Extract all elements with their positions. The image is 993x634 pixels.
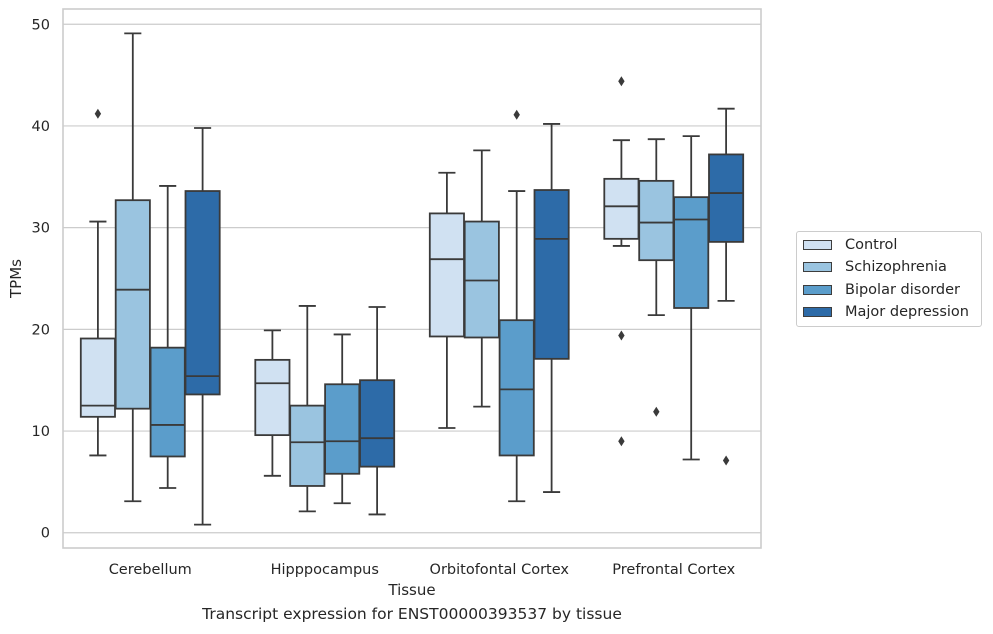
iqr-box: [708, 153, 745, 243]
iqr-box: [533, 189, 570, 360]
y-tick-label: 20: [32, 322, 50, 338]
box-major-depression-cerebellum: [184, 127, 221, 526]
iqr-box: [638, 179, 675, 262]
iqr-box: [603, 177, 640, 240]
x-tick-labels: Cerebellum Hipppocampus Orbitofontal Corte…: [109, 562, 736, 578]
y-tick-label: 0: [41, 526, 50, 542]
legend-swatch-bipolar-disorder: [803, 285, 832, 295]
iqr-box: [114, 199, 151, 410]
legend-item-control: Control: [803, 235, 897, 255]
box-control-cerebellum: [79, 108, 116, 457]
legend-swatch-major-depression: [803, 307, 832, 317]
iqr-box: [673, 196, 710, 309]
x-axis-label: Tissue: [387, 581, 435, 599]
legend-item-schizophrenia: Schizophrenia: [803, 257, 947, 277]
outlier-point: [618, 330, 625, 341]
legend-item-bipolar-disorder: Bipolar disorder: [803, 280, 960, 300]
box-bipolar-disorder-orbitofontal-cortex: [498, 109, 535, 503]
box-schizophrenia-cerebellum: [114, 32, 151, 503]
box-schizophrenia-hipppocampus: [289, 305, 326, 513]
box-schizophrenia-orbitofontal-cortex: [463, 149, 500, 408]
outlier-point: [653, 406, 660, 417]
box-bipolar-disorder-prefrontal-cortex: [673, 135, 710, 461]
y-tick-label: 10: [32, 424, 50, 440]
x-tick-label: Hipppocampus: [271, 562, 379, 578]
iqr-box: [254, 358, 291, 437]
iqr-box: [184, 190, 221, 396]
legend-label-bipolar-disorder: Bipolar disorder: [845, 282, 960, 298]
iqr-box: [289, 404, 326, 487]
outlier-point: [618, 436, 625, 447]
outlier-point: [94, 108, 102, 119]
box-control-orbitofontal-cortex: [428, 171, 465, 429]
legend-swatch-schizophrenia: [803, 262, 832, 272]
iqr-box: [428, 212, 465, 338]
box-major-depression-orbitofontal-cortex: [533, 123, 570, 493]
outlier-point: [513, 109, 520, 120]
box-schizophrenia-prefrontal-cortex: [638, 138, 675, 417]
box-major-depression-prefrontal-cortex: [708, 107, 745, 466]
x-tick-label: Prefrontal Cortex: [612, 562, 735, 578]
boxes: [79, 32, 745, 526]
iqr-box: [149, 346, 186, 458]
legend-swatch-control: [803, 240, 832, 250]
legend-label-control: Control: [845, 237, 898, 253]
x-tick-label: Cerebellum: [109, 562, 192, 578]
legend: Control Schizophrenia Bipolar disorder M…: [796, 231, 982, 327]
box-control-hipppocampus: [254, 329, 291, 477]
iqr-box: [324, 383, 361, 475]
iqr-box: [498, 319, 535, 457]
outlier-point: [722, 455, 730, 466]
y-tick-labels: 0 10 20 30 40 50: [32, 17, 50, 541]
x-tick-label: Orbitofontal Cortex: [430, 562, 570, 578]
box-bipolar-disorder-hipppocampus: [324, 333, 361, 505]
box-control-prefrontal-cortex: [603, 76, 640, 447]
plot-frame: [62, 8, 762, 549]
y-axis-label: TPMs: [7, 259, 25, 299]
chart-caption: Transcript expression for ENST0000039353…: [202, 605, 622, 623]
outlier-point: [618, 76, 625, 87]
y-tick-label: 40: [32, 119, 50, 135]
legend-item-major-depression: Major depression: [803, 302, 969, 322]
box-major-depression-hipppocampus: [359, 306, 396, 516]
y-tick-label: 50: [32, 17, 50, 33]
iqr-box: [463, 220, 500, 339]
y-tick-label: 30: [32, 221, 50, 237]
legend-label-major-depression: Major depression: [845, 304, 969, 320]
box-bipolar-disorder-cerebellum: [149, 185, 186, 489]
legend-label-schizophrenia: Schizophrenia: [845, 259, 947, 275]
iqr-box: [359, 379, 396, 468]
